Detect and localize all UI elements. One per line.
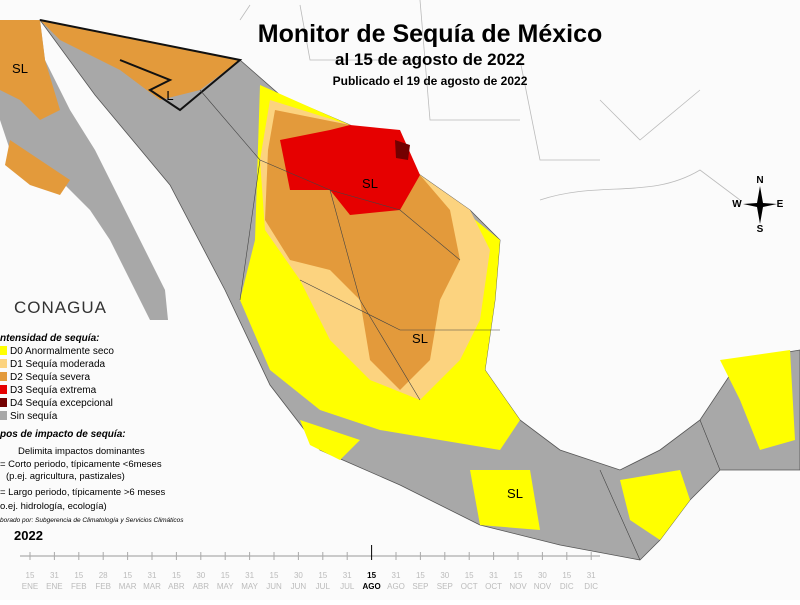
map-label: SL xyxy=(362,176,378,191)
timeline-day: 15 xyxy=(221,571,230,580)
timeline-day: 31 xyxy=(392,571,401,580)
legend-swatch xyxy=(0,385,7,394)
timeline-month: ENE xyxy=(46,582,62,591)
impact-line: o.ej. hidrología, ecología) xyxy=(0,501,107,512)
impact-title: pos de impacto de sequía: xyxy=(0,429,126,440)
legend-label: D2 Sequía severa xyxy=(10,372,90,383)
timeline-month: MAR xyxy=(119,582,137,591)
timeline-day: 31 xyxy=(587,571,596,580)
logo: CONAGUA xyxy=(14,298,107,317)
legend-label: D4 Sequía excepcional xyxy=(10,398,113,409)
state-lines xyxy=(199,89,721,561)
d3-area xyxy=(280,125,420,215)
impact-line xyxy=(39,19,243,112)
timeline-day: 15 xyxy=(416,571,425,580)
timeline-day: 15 xyxy=(270,571,279,580)
timeline-month: ENE xyxy=(22,582,38,591)
us-lines xyxy=(239,0,741,201)
timeline-month: JUN xyxy=(291,582,307,591)
impact-line: (p.ej. agricultura, pastizales) xyxy=(6,471,125,482)
title: Monitor de Sequía de México xyxy=(258,20,603,48)
timeline-day: 15 xyxy=(465,571,474,580)
chiapas-d0 xyxy=(620,470,690,540)
compass-star xyxy=(743,186,777,224)
compass-letter: S xyxy=(757,224,764,235)
timeline-month: DIC xyxy=(584,582,598,591)
compass-letter: N xyxy=(756,175,763,186)
legend-swatch xyxy=(0,372,7,381)
timeline-month: DIC xyxy=(560,582,574,591)
legend-label: D1 Sequía moderada xyxy=(10,359,106,370)
timeline-day: 15 xyxy=(562,571,571,580)
timeline-day: 31 xyxy=(489,571,498,580)
sonora-d2 xyxy=(40,20,240,100)
legend-label: D3 Sequía extrema xyxy=(10,385,97,396)
impact-line: = Corto periodo, típicamente <6meses xyxy=(0,459,162,470)
legend-swatch xyxy=(0,411,7,420)
timeline-month: NOV xyxy=(509,582,527,591)
timeline-month: AGO xyxy=(387,582,405,591)
timeline-month: MAR xyxy=(143,582,161,591)
timeline-day: 15 xyxy=(172,571,181,580)
timeline-day: 30 xyxy=(538,571,547,580)
d4-area xyxy=(395,140,410,160)
timeline-month: SEP xyxy=(437,582,453,591)
timeline-day: 15 xyxy=(514,571,523,580)
map-label: SL xyxy=(412,331,428,346)
timeline-day: 15 xyxy=(123,571,132,580)
legend-swatch xyxy=(0,346,7,355)
timeline-day: 15 xyxy=(74,571,83,580)
timeline-day: 31 xyxy=(245,571,254,580)
timeline-month: AGO xyxy=(362,582,380,591)
timeline-month: SEP xyxy=(412,582,428,591)
timeline-day: 30 xyxy=(440,571,449,580)
impact-line: = Largo periodo, típicamente >6 meses xyxy=(0,487,166,498)
timeline-day: 31 xyxy=(343,571,352,580)
published: Publicado el 19 de agosto de 2022 xyxy=(333,74,528,88)
map-label: L xyxy=(166,88,173,103)
oaxaca-d0 xyxy=(470,470,540,530)
timeline-month: FEB xyxy=(95,582,111,591)
timeline-month: ABR xyxy=(168,582,185,591)
legend-swatch xyxy=(0,359,7,368)
timeline-month: ABR xyxy=(193,582,210,591)
subtitle: al 15 de agosto de 2022 xyxy=(335,50,525,69)
timeline-month: JUL xyxy=(316,582,331,591)
baja-d2b xyxy=(5,140,70,195)
timeline-month: NOV xyxy=(534,582,552,591)
timeline-month: MAY xyxy=(241,582,258,591)
timeline-month: FEB xyxy=(71,582,87,591)
timeline-day: 31 xyxy=(50,571,59,580)
timeline-month: OCT xyxy=(461,582,478,591)
impact-line: Delimita impactos dominantes xyxy=(18,446,145,457)
timeline-day: 30 xyxy=(196,571,205,580)
timeline-day: 31 xyxy=(148,571,157,580)
timeline-day: 15 xyxy=(318,571,327,580)
map-label: SL xyxy=(507,486,523,501)
timeline-month: OCT xyxy=(485,582,502,591)
timeline-year: 2022 xyxy=(14,528,43,543)
timeline-day: 28 xyxy=(99,571,108,580)
timeline-month: JUL xyxy=(340,582,355,591)
yucatan-d0 xyxy=(720,350,795,450)
legend-label: D0 Anormalmente seco xyxy=(10,346,114,357)
timeline-day: 15 xyxy=(26,571,35,580)
compass-letter: E xyxy=(777,199,784,210)
compass-letter: W xyxy=(732,199,742,210)
legend-label: Sin sequía xyxy=(10,411,58,422)
baja-d2 xyxy=(0,20,60,120)
west-d0 xyxy=(300,420,360,460)
timeline-month: JUN xyxy=(266,582,282,591)
legend-swatch xyxy=(0,398,7,407)
legend-title: ntensidad de sequía: xyxy=(0,333,99,344)
credit: borado por: Subgerencia de Climatología … xyxy=(0,517,184,524)
timeline-day: 30 xyxy=(294,571,303,580)
map-label: SL xyxy=(12,61,28,76)
timeline-day: 15 xyxy=(367,571,376,580)
timeline-month: MAY xyxy=(217,582,234,591)
